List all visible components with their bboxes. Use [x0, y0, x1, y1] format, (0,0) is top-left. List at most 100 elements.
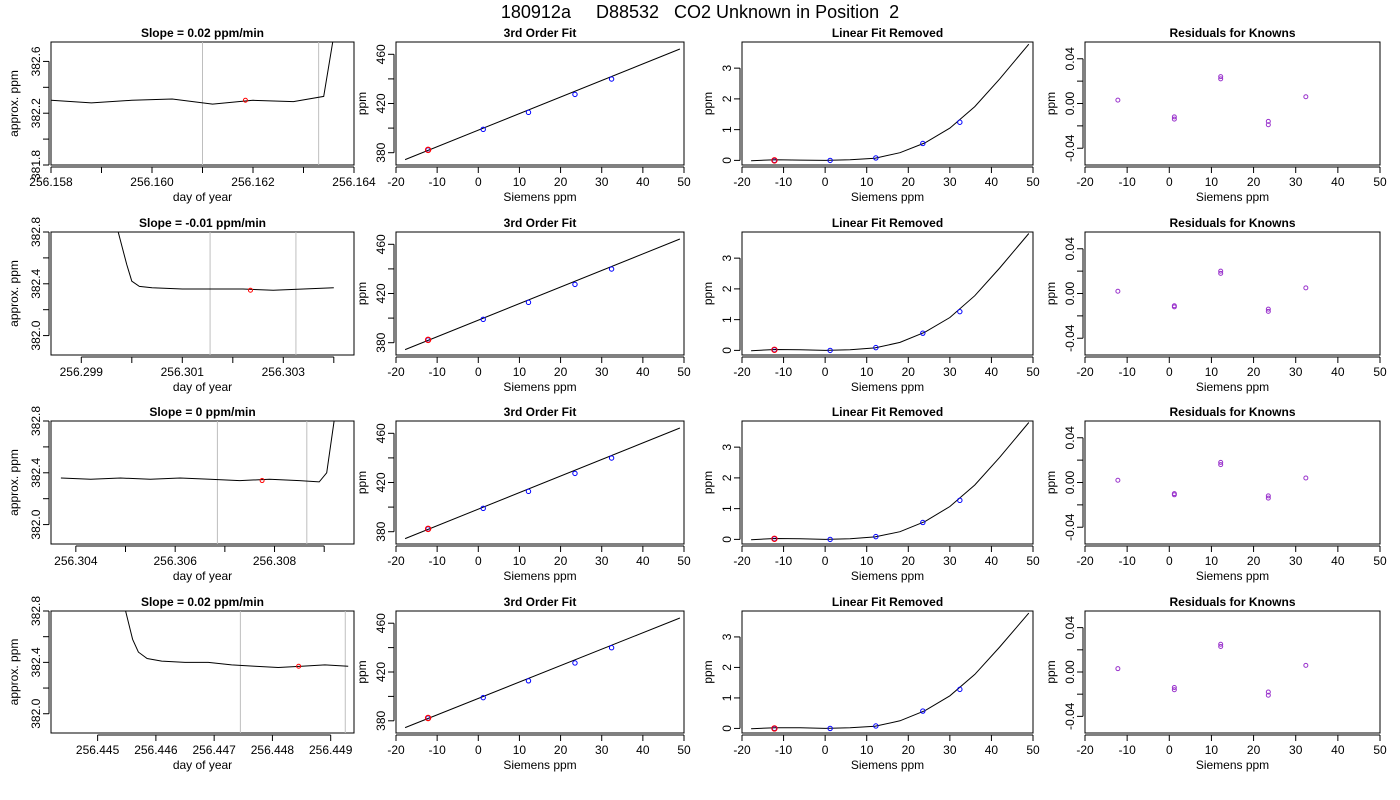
known-standard-point [480, 505, 486, 512]
x-tick-label: 256.446 [134, 743, 178, 757]
x-tick-label: 0 [822, 554, 829, 568]
panel-title: 3rd Order Fit [504, 216, 577, 230]
panel-3rd-order-fit-row-1: 3rd Order Fit -20 -10 0 10 20 30 40 50 Siemens pp… [355, 26, 691, 204]
unknown-average-point [247, 287, 253, 293]
x-tick-label: -10 [775, 554, 793, 568]
unknown-sample-point [771, 535, 778, 542]
known-standard-point [957, 119, 963, 125]
x-tick-label: 40 [1331, 554, 1345, 568]
x-tick-label: 0 [1166, 743, 1173, 757]
y-axis-label: ppm [701, 92, 715, 115]
known-standard-point [827, 725, 833, 732]
x-tick-label: -10 [1118, 554, 1136, 568]
plot-area [751, 43, 1030, 164]
plot-frame [1084, 41, 1381, 166]
x-tick-label: 40 [636, 365, 650, 379]
panel-title: Residuals for Knowns [1169, 595, 1295, 609]
y-tick-label: 1 [720, 126, 734, 133]
y-axis-label: approx. ppm [7, 639, 21, 706]
y-tick-label: 460 [374, 613, 388, 633]
x-tick-label: 0 [1166, 365, 1173, 379]
y-tick-label: 0 [720, 725, 734, 732]
unknown-average-point [259, 478, 265, 484]
residual-point [1265, 495, 1271, 501]
residual-point [1115, 97, 1121, 103]
known-standard-point [957, 308, 963, 315]
panel-linear-fit-removed-row-1: Linear Fit Removed-20 -10 0 10 20 30 40 50Sieme… [701, 26, 1040, 204]
y-tick-label: 0 [720, 347, 734, 354]
unknown-sample-point [424, 336, 432, 344]
known-standard-point [572, 660, 578, 666]
y-axis-label: ppm [355, 282, 369, 305]
x-tick-label: -20 [387, 365, 405, 379]
x-tick-label: 30 [943, 554, 957, 568]
plot-area [404, 238, 681, 351]
x-tick-label: 20 [902, 175, 916, 189]
y-tick-label: 2 [720, 285, 734, 292]
residual-point [1115, 477, 1121, 483]
y-tick-label: -0.04 [1063, 134, 1077, 162]
unknown-sample-point [771, 346, 778, 353]
y-tick-label: 382.2 [29, 98, 43, 128]
y-axis-label: ppm [1044, 471, 1058, 494]
x-tick-label: 256.164 [332, 175, 376, 189]
plot-frame [395, 41, 685, 166]
known-standard-point [873, 533, 879, 540]
known-standard-point [827, 157, 833, 164]
x-tick-label: 0 [475, 554, 482, 568]
x-tick-label: 30 [1289, 554, 1303, 568]
residual-point [1218, 270, 1224, 276]
y-tick-label: 0.00 [1063, 91, 1077, 115]
residual-point [1303, 475, 1309, 481]
x-tick-label: -20 [733, 743, 751, 757]
series-line [125, 611, 349, 669]
x-tick-label: 10 [860, 365, 874, 379]
fit-curve [751, 43, 1030, 162]
residual-point [1303, 285, 1309, 291]
known-standard-point [572, 281, 578, 288]
x-tick-label: 256.449 [309, 743, 353, 757]
x-tick-label: 30 [1289, 743, 1303, 757]
x-tick-label: 30 [943, 175, 957, 189]
y-tick-label: 380 [374, 332, 388, 352]
x-tick-label: 30 [595, 743, 609, 757]
residual-point [1265, 308, 1271, 314]
x-axis-label: Siemens ppm [851, 190, 924, 204]
y-axis-label: ppm [355, 92, 369, 115]
y-tick-label: 1 [720, 694, 734, 701]
known-standard-point [480, 316, 486, 323]
y-tick-label: 382.8 [29, 596, 43, 626]
x-axis-label: day of year [173, 190, 232, 204]
residual-point [1171, 492, 1177, 498]
residual-point [1171, 304, 1177, 310]
x-tick-label: 20 [554, 743, 568, 757]
y-axis-label: ppm [701, 471, 715, 494]
x-tick-label: -10 [775, 175, 793, 189]
residual-point [1218, 643, 1224, 649]
y-axis-label: ppm [355, 660, 369, 683]
x-tick-label: -20 [1076, 175, 1094, 189]
known-standard-point [608, 645, 615, 651]
x-axis-label: Siemens ppm [503, 190, 576, 204]
x-tick-label: -20 [733, 554, 751, 568]
known-standard-point [827, 347, 833, 354]
panel-title: 3rd Order Fit [504, 26, 577, 40]
known-standard-point [920, 708, 926, 714]
known-standard-point [525, 299, 532, 306]
y-tick-label: 1 [720, 505, 734, 512]
known-standard-point [957, 686, 963, 693]
x-tick-label: 40 [1331, 365, 1345, 379]
panel-linear-fit-removed-row-2: Linear Fit Removed-20 -10 0 10 20 30 40 50Sieme… [701, 216, 1040, 394]
panel-title: Linear Fit Removed [832, 405, 943, 419]
residual-point [1171, 685, 1177, 691]
x-tick-label: 0 [1166, 554, 1173, 568]
x-tick-label: 256.447 [192, 743, 236, 757]
y-tick-label: 382.4 [29, 647, 43, 677]
x-tick-label: 10 [1205, 743, 1219, 757]
x-tick-label: 40 [636, 743, 650, 757]
x-tick-label: 10 [1205, 554, 1219, 568]
panel-title: Slope = -0.01 ppm/min [139, 216, 266, 230]
known-standard-point [608, 455, 615, 461]
plot-area [1115, 459, 1309, 501]
